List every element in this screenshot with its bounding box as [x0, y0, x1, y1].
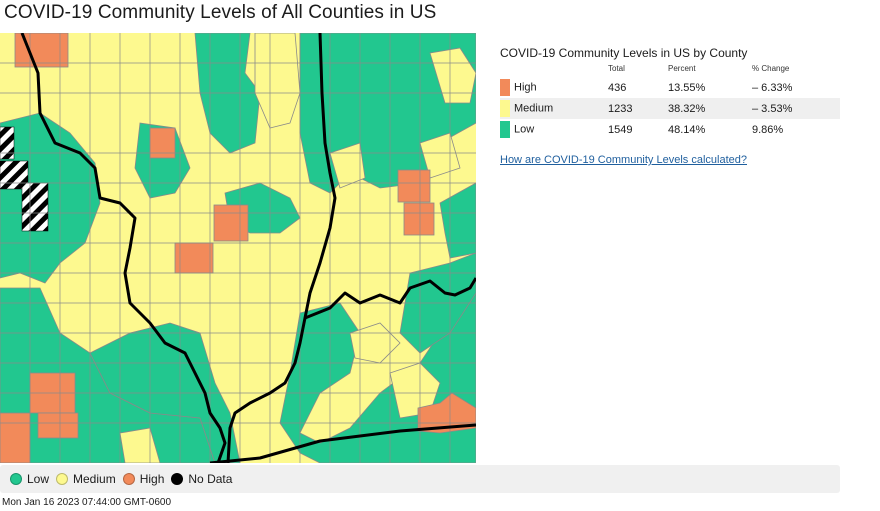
low-region-far-east [439, 182, 476, 259]
medium-dot-icon [56, 473, 69, 485]
header-total: Total [608, 63, 625, 73]
legend-item-high: High [122, 472, 165, 486]
level-label-low: Low [514, 123, 535, 136]
page-title: COVID-19 Community Levels of All Countie… [4, 2, 437, 23]
legend-label-medium: Medium [73, 472, 116, 486]
header-percent: Percent [668, 63, 696, 73]
total-high: 436 [608, 81, 627, 94]
change-medium: – 3.53% [752, 98, 840, 119]
high-county-5 [397, 169, 431, 203]
level-cell: Medium [500, 98, 608, 119]
legend-label-high: High [139, 472, 165, 486]
high-county-3 [213, 204, 249, 242]
no-data-dot-icon [171, 473, 184, 485]
county-map-svg[interactable] [0, 33, 476, 463]
high-county-8 [37, 412, 79, 439]
level-row-medium: Medium 1233 38.32% – 3.53% [500, 98, 840, 119]
percent-low: 48.14% [668, 123, 706, 136]
map-legend: Low Medium High No Data [0, 465, 840, 493]
total-low: 1549 [608, 123, 633, 136]
summary-title: COVID-19 Community Levels in US by Count… [500, 46, 748, 60]
level-cell: Low [500, 119, 608, 140]
state-line-river [304, 277, 476, 320]
legend-label-low: Low [27, 472, 50, 486]
legend-label-no-data: No Data [188, 472, 233, 486]
legend-item-no-data: No Data [171, 472, 232, 486]
high-county-6 [403, 202, 435, 236]
county-grid [0, 33, 476, 463]
county-map[interactable] [0, 33, 476, 463]
state-line-west [20, 33, 227, 463]
levels-calculation-link[interactable]: How are COVID-19 Community Levels calcul… [500, 154, 747, 166]
state-line-south [209, 423, 476, 463]
change-low: 9.86% [752, 123, 784, 136]
total-medium: 1233 [608, 98, 668, 119]
level-row-high: High 436 13.55% – 6.33% [500, 77, 840, 98]
level-row-low: Low 1549 48.14% 9.86% [500, 119, 840, 140]
levels-header-row: Total Percent % Change [500, 63, 840, 77]
percent-high: 13.55% [668, 81, 706, 94]
level-cell: High [500, 77, 608, 98]
timestamp: Mon Jan 16 2023 07:44:00 GMT-0600 [2, 497, 172, 508]
percent-medium: 38.32% [668, 98, 752, 119]
high-dot-icon [122, 473, 135, 485]
high-county-9 [0, 412, 31, 463]
high-swatch [500, 79, 510, 96]
state-boundaries [20, 33, 476, 463]
high-county-2 [149, 127, 176, 159]
change-high: – 6.33% [752, 81, 793, 94]
level-label-high: High [514, 81, 537, 94]
levels-table: Total Percent % Change High 436 13.55% –… [500, 63, 840, 140]
legend-item-medium: Medium [56, 472, 116, 486]
low-dot-icon [10, 473, 22, 485]
high-county-4 [174, 242, 214, 274]
summary-panel: COVID-19 Community Levels in US by Count… [500, 46, 840, 168]
header-level [500, 63, 608, 77]
level-label-medium: Medium [514, 102, 554, 115]
header-change: % Change [752, 63, 790, 73]
low-swatch [500, 121, 510, 138]
medium-swatch [500, 100, 510, 117]
legend-item-low: Low [10, 472, 49, 486]
